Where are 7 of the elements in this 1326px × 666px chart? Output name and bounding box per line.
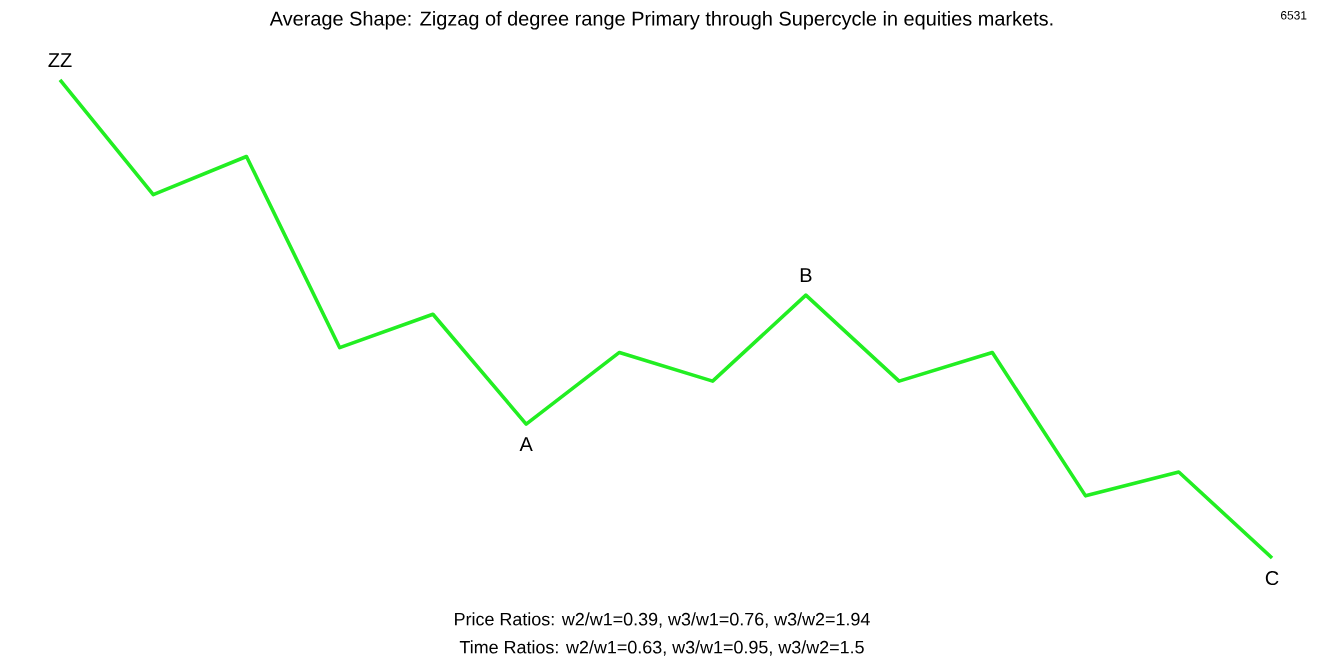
annotation: C [1265, 571, 1279, 586]
annotation: ZZ [48, 53, 72, 67]
text: Price Ratios: w2/w1=0.39, w3/w1=0.76, w3/w2=1.94 [455, 612, 870, 628]
annotation: A [519, 437, 533, 451]
text: Time Ratios: w2/w1=0.63, w3/w1=0.95, w3/w2=1.5 [459, 640, 864, 656]
annotation: B [800, 268, 812, 283]
chart-title: Average Shape: Zigzag of degree range Primary through Supercycle in equities markets. [269, 11, 1053, 30]
